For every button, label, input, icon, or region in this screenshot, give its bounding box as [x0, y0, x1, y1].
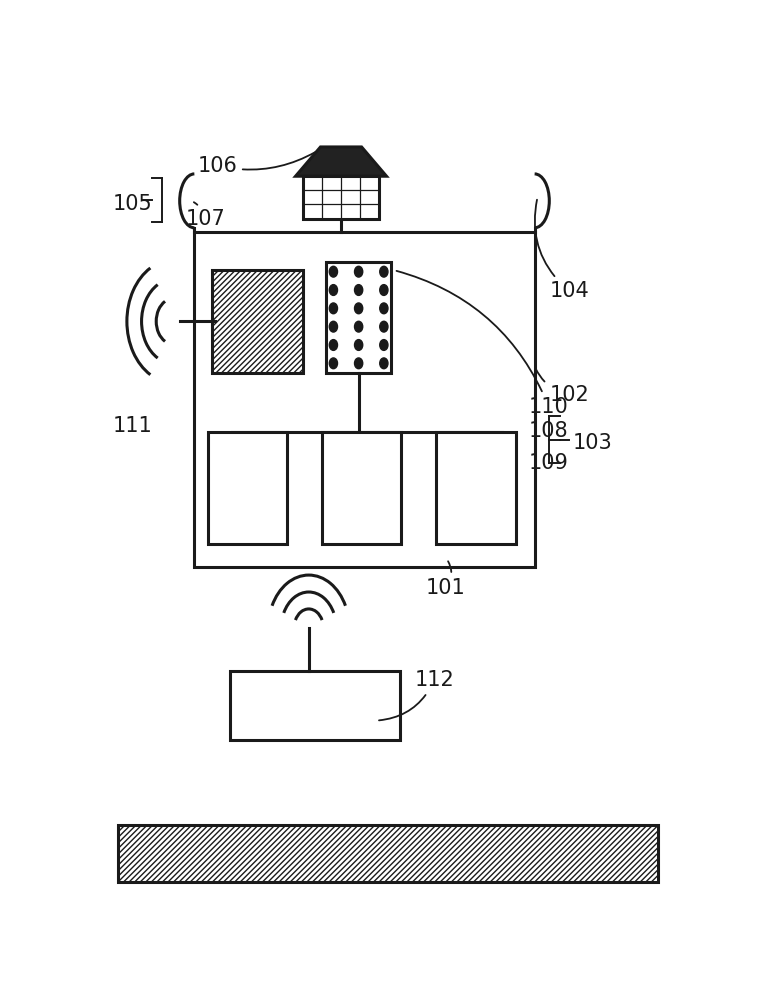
Circle shape	[380, 285, 388, 295]
Text: 106: 106	[198, 152, 315, 176]
Circle shape	[354, 321, 363, 332]
Circle shape	[329, 285, 338, 295]
Circle shape	[354, 266, 363, 277]
Text: 110: 110	[397, 271, 569, 417]
Circle shape	[329, 303, 338, 314]
Circle shape	[380, 266, 388, 277]
Polygon shape	[295, 147, 387, 176]
Circle shape	[354, 285, 363, 295]
Bar	[207, 432, 287, 544]
Text: 109: 109	[528, 453, 569, 473]
Circle shape	[354, 340, 363, 350]
Circle shape	[329, 358, 338, 369]
Text: 105: 105	[112, 194, 152, 214]
Bar	[118, 825, 658, 882]
Circle shape	[329, 340, 338, 350]
Text: 102: 102	[536, 369, 589, 405]
Text: 111: 111	[112, 416, 152, 436]
Circle shape	[380, 340, 388, 350]
Text: 112: 112	[379, 670, 454, 720]
Bar	[436, 432, 516, 544]
Bar	[195, 232, 534, 567]
Bar	[229, 671, 400, 740]
Text: 104: 104	[535, 200, 589, 301]
Circle shape	[380, 303, 388, 314]
Text: 101: 101	[426, 561, 466, 598]
Circle shape	[354, 303, 363, 314]
Circle shape	[380, 358, 388, 369]
Bar	[212, 270, 303, 373]
Text: 103: 103	[573, 433, 612, 453]
Circle shape	[329, 266, 338, 277]
Bar	[303, 176, 379, 219]
Circle shape	[380, 321, 388, 332]
Bar	[322, 432, 401, 544]
Circle shape	[354, 358, 363, 369]
Bar	[326, 262, 391, 373]
Bar	[212, 270, 303, 373]
Text: 107: 107	[185, 202, 226, 229]
Text: 108: 108	[528, 421, 569, 441]
Circle shape	[329, 321, 338, 332]
